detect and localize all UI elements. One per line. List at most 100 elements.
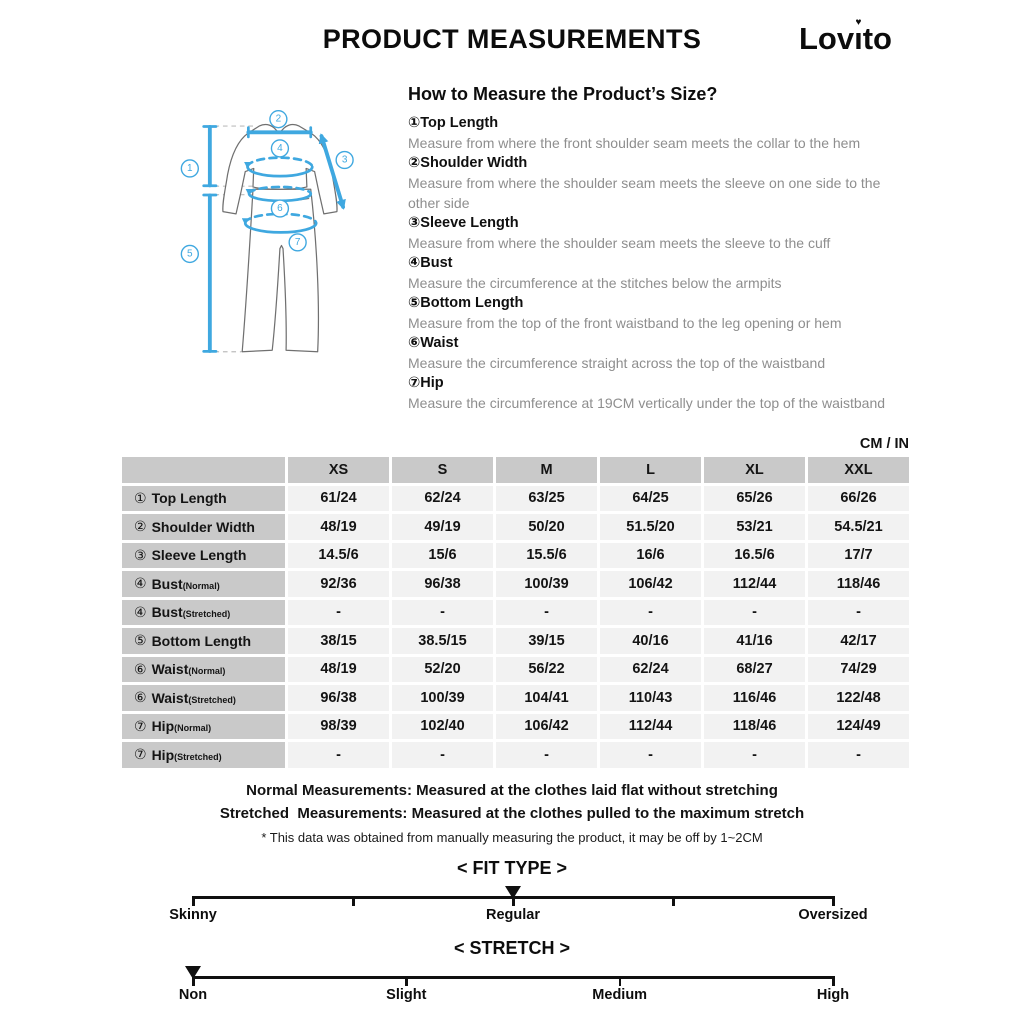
size-value-cell: 62/24	[600, 656, 701, 682]
measure-row-label: ⑦ Hip (Stretched)	[122, 742, 285, 768]
svg-text:3: 3	[342, 154, 348, 165]
measure-step-description: Measure the circumference straight acros…	[408, 355, 826, 371]
size-value-cell: 15.5/6	[496, 542, 597, 568]
measure-row-label: ⑦ Hip (Normal)	[122, 713, 285, 739]
callout-3: 3	[335, 150, 354, 170]
size-value-cell: 42/17	[808, 628, 909, 654]
measure-step-title: ①Top Length	[408, 115, 499, 131]
size-value-cell: -	[808, 742, 909, 768]
row-label-text: Bust	[151, 575, 183, 592]
size-value-cell: 64/25	[600, 485, 701, 511]
row-label-text: Waist	[151, 689, 189, 706]
measure-step-description: Measure from the top of the front waistb…	[408, 315, 842, 331]
measure-step-description: Measure the circumference at 19CM vertic…	[408, 395, 886, 411]
size-value-cell: 53/21	[704, 514, 805, 540]
row-number: ②	[134, 518, 147, 535]
row-number: ⑦	[134, 717, 147, 734]
size-value-cell: -	[496, 742, 597, 768]
note-normal: Normal Measurements: Measured at the clo…	[246, 782, 778, 799]
size-value-cell: -	[288, 599, 389, 625]
size-value-cell: 40/16	[600, 628, 701, 654]
size-value-cell: 124/49	[808, 713, 909, 739]
size-value-cell: 50/20	[496, 514, 597, 540]
measure-row-label: ⑥ Waist (Stretched)	[122, 685, 285, 711]
brand-text-post: to	[862, 21, 892, 56]
size-value-cell: 14.5/6	[288, 542, 389, 568]
row-label-text: Waist	[151, 661, 189, 678]
bust-ellipse	[244, 156, 314, 170]
row-number: ⑤	[134, 632, 147, 649]
row-label-suffix: (Normal)	[182, 580, 220, 591]
size-value-cell: 110/43	[600, 685, 701, 711]
size-column-header: S	[392, 457, 493, 483]
size-value-cell: 62/24	[392, 485, 493, 511]
size-table: XS S M L XL XXL ① Top Length 61/24 62/24 63/25 64/2…	[122, 457, 909, 768]
size-value-cell: -	[392, 742, 493, 768]
size-column-header: XXL	[808, 457, 909, 483]
size-value-cell: 92/36	[288, 571, 389, 597]
svg-text:4: 4	[277, 143, 283, 154]
size-value-cell: 16/6	[600, 542, 701, 568]
measure-step-description: Measure from where the shoulder seam mee…	[408, 175, 881, 211]
size-column-header: XS	[288, 457, 389, 483]
measure-step-description: Measure from where the front shoulder se…	[408, 135, 861, 151]
size-value-cell: 38.5/15	[392, 628, 493, 654]
size-value-cell: -	[496, 599, 597, 625]
size-value-cell: 112/44	[704, 571, 805, 597]
measure-step-description: Measure the circumference at the stitche…	[408, 275, 782, 291]
heart-icon: ♥	[855, 17, 862, 28]
callout-1: 1	[180, 159, 199, 178]
row-label-text: Top Length	[151, 490, 227, 507]
size-column-header: XL	[704, 457, 805, 483]
page-title: PRODUCT MEASUREMENTS	[322, 24, 702, 54]
scale-tick	[192, 896, 195, 906]
brand-text-pre: Lov	[798, 21, 855, 56]
scale-tick	[192, 976, 195, 986]
size-value-cell: 122/48	[808, 685, 909, 711]
row-number: ⑦	[134, 746, 147, 763]
scale-label: Regular	[486, 907, 540, 923]
how-to-heading: How to Measure the Product’s Size?	[408, 84, 718, 104]
measure-step-title: ⑤Bottom Length	[408, 295, 524, 311]
size-value-cell: 63/25	[496, 485, 597, 511]
size-value-cell: 41/16	[704, 628, 805, 654]
size-value-cell: 68/27	[704, 656, 805, 682]
row-label-suffix: (Normal)	[188, 666, 226, 677]
measure-step-title: ⑦Hip	[408, 375, 444, 391]
size-value-cell: -	[600, 742, 701, 768]
row-label-text: Bust	[151, 604, 183, 621]
measure-step-title: ③Sleeve Length	[408, 215, 519, 231]
size-value-cell: 16.5/6	[704, 542, 805, 568]
row-label-suffix: (Stretched)	[174, 751, 222, 762]
scale-label: Skinny	[169, 907, 217, 923]
measure-step-title: ④Bust	[408, 255, 453, 271]
row-label-text: Bottom Length	[151, 632, 252, 649]
row-label-text: Shoulder Width	[151, 518, 255, 535]
scale-label: Slight	[386, 987, 427, 1003]
scale-label: Non	[178, 987, 208, 1003]
row-label-text: Sleeve Length	[151, 547, 247, 564]
brand-logo: Lovı ♥ to	[798, 17, 892, 57]
scale-tick	[405, 976, 408, 986]
measure-row-label: ① Top Length	[122, 485, 285, 511]
size-value-cell: 38/15	[288, 628, 389, 654]
size-value-cell: 104/41	[496, 685, 597, 711]
measure-row-label: ② Shoulder Width	[122, 514, 285, 540]
svg-text:6: 6	[277, 203, 283, 214]
row-number: ④	[134, 603, 147, 620]
measure-step-title: ②Shoulder Width	[408, 155, 528, 171]
size-value-cell: 39/15	[496, 628, 597, 654]
brand-letter-i: ı ♥	[854, 17, 863, 57]
note-stretched: Stretched Measurements: Measured at the …	[219, 805, 805, 822]
size-value-cell: -	[704, 599, 805, 625]
callout-4: 4	[270, 139, 290, 158]
diagram-callouts: 1 2 3 4 5 6 7	[180, 110, 354, 264]
notes-section: Normal Measurements: Measured at the clo…	[0, 779, 1024, 851]
size-column-header: M	[496, 457, 597, 483]
size-value-cell: -	[600, 599, 701, 625]
size-value-cell: 100/39	[392, 685, 493, 711]
measure-step-title: ⑥Waist	[408, 335, 459, 351]
scale-label: High	[816, 987, 850, 1003]
note-disclaimer: * This data was obtained from manually m…	[261, 830, 763, 845]
